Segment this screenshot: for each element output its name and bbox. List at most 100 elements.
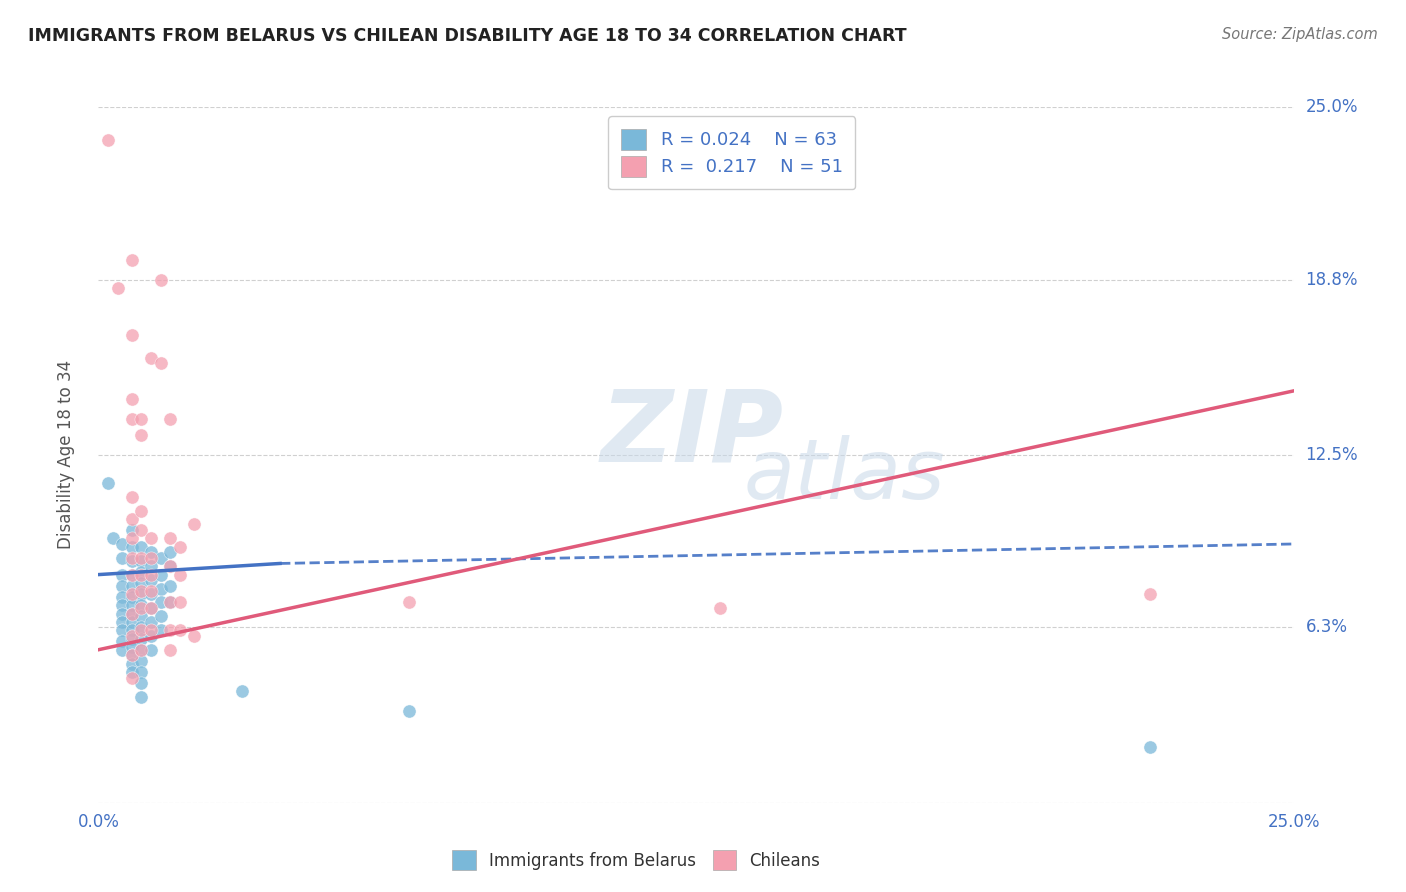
Point [111, 567, 134, 582]
Point [121, 657, 143, 671]
Point [139, 532, 162, 546]
Point [121, 392, 143, 407]
Point [111, 590, 134, 604]
Point [149, 356, 172, 370]
Point [149, 582, 172, 596]
Point [111, 537, 134, 551]
Point [139, 601, 162, 615]
Point [111, 634, 134, 648]
Point [121, 554, 143, 568]
Point [121, 532, 143, 546]
Point [139, 642, 162, 657]
Point [131, 642, 153, 657]
Point [131, 503, 153, 517]
Text: ZIP: ZIP [600, 385, 783, 483]
Point [121, 632, 143, 646]
Point [121, 665, 143, 679]
Point [121, 512, 143, 526]
Point [121, 490, 143, 504]
Point [139, 587, 162, 601]
Point [97, 133, 120, 147]
Point [159, 559, 181, 574]
Text: 25.0%: 25.0% [1305, 98, 1358, 116]
Point [111, 550, 134, 565]
Point [139, 573, 162, 587]
Point [131, 554, 153, 568]
Point [121, 629, 143, 643]
Point [131, 632, 153, 646]
Point [101, 532, 124, 546]
Point [121, 590, 143, 604]
Text: IMMIGRANTS FROM BELARUS VS CHILEAN DISABILITY AGE 18 TO 34 CORRELATION CHART: IMMIGRANTS FROM BELARUS VS CHILEAN DISAB… [28, 27, 907, 45]
Point [131, 587, 153, 601]
Point [131, 576, 153, 591]
Point [131, 550, 153, 565]
Point [139, 550, 162, 565]
Point [183, 629, 205, 643]
Point [139, 629, 162, 643]
Point [1139, 740, 1161, 755]
Point [159, 411, 181, 425]
Point [159, 532, 181, 546]
Point [121, 567, 143, 582]
Point [131, 565, 153, 579]
Point [131, 620, 153, 634]
Point [121, 253, 143, 268]
Y-axis label: Disability Age 18 to 34: Disability Age 18 to 34 [56, 360, 75, 549]
Point [139, 559, 162, 574]
Point [131, 598, 153, 612]
Point [159, 545, 181, 559]
Point [169, 567, 191, 582]
Point [149, 272, 172, 286]
Point [139, 601, 162, 615]
Point [149, 624, 172, 638]
Text: 6.3%: 6.3% [1305, 618, 1347, 637]
Point [121, 615, 143, 629]
Point [121, 579, 143, 593]
Point [149, 595, 172, 609]
Point [149, 550, 172, 565]
Point [169, 595, 191, 609]
Point [159, 624, 181, 638]
Point [169, 624, 191, 638]
Point [131, 654, 153, 668]
Point [111, 579, 134, 593]
Text: Source: ZipAtlas.com: Source: ZipAtlas.com [1222, 27, 1378, 42]
Point [131, 540, 153, 554]
Point [121, 671, 143, 685]
Point [131, 601, 153, 615]
Point [159, 595, 181, 609]
Point [121, 587, 143, 601]
Point [159, 595, 181, 609]
Point [149, 567, 172, 582]
Point [231, 684, 253, 698]
Point [97, 475, 120, 490]
Text: atlas: atlas [744, 435, 945, 516]
Point [169, 540, 191, 554]
Point [139, 615, 162, 629]
Point [183, 517, 205, 532]
Point [111, 607, 134, 621]
Point [111, 615, 134, 629]
Point [139, 351, 162, 365]
Point [131, 642, 153, 657]
Point [121, 550, 143, 565]
Point [121, 540, 143, 554]
Point [131, 428, 153, 442]
Point [139, 584, 162, 599]
Text: 18.8%: 18.8% [1305, 270, 1358, 289]
Point [111, 598, 134, 612]
Point [159, 642, 181, 657]
Point [121, 607, 143, 621]
Point [131, 567, 153, 582]
Point [131, 411, 153, 425]
Point [131, 624, 153, 638]
Point [398, 704, 420, 718]
Point [121, 648, 143, 663]
Point [131, 665, 153, 679]
Point [139, 624, 162, 638]
Point [121, 567, 143, 582]
Point [121, 640, 143, 654]
Point [121, 607, 143, 621]
Point [159, 579, 181, 593]
